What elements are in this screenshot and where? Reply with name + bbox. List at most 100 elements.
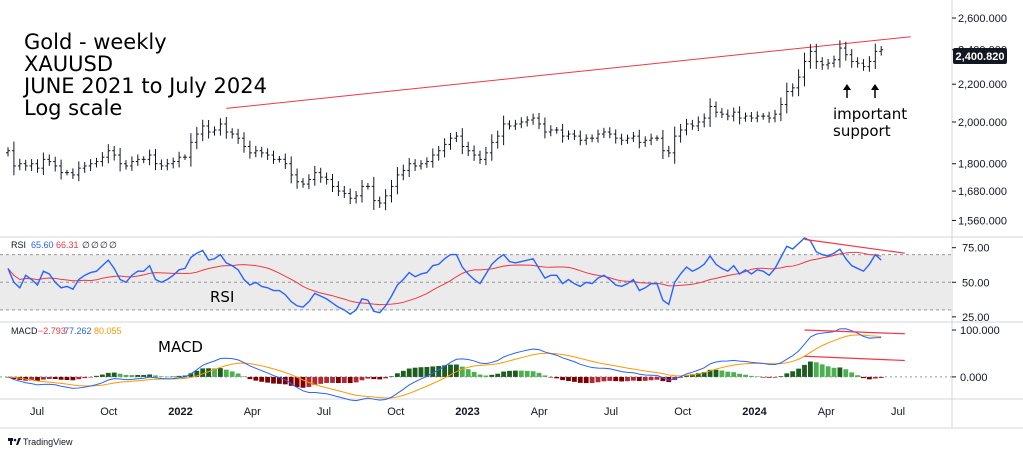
macd-histogram-bar: [560, 376, 565, 381]
ohlc-bar: [590, 134, 595, 143]
macd-histogram-bar: [223, 369, 229, 377]
ohlc-bar: [236, 128, 241, 144]
ohlc-bar: [560, 123, 565, 143]
macd-pane: 100.000 0.000: [0, 325, 1000, 402]
rsi-legend-empty-3: ∅: [100, 240, 108, 250]
macd-divergence-line-upper: [804, 329, 905, 335]
ohlc-bar: [430, 148, 435, 168]
ohlc-bar: [212, 126, 217, 136]
macd-histogram-bar: [518, 370, 524, 377]
macd-histogram-bar: [395, 373, 400, 377]
macd-histogram-bar: [41, 376, 46, 380]
macd-histogram-bar: [52, 376, 58, 379]
rsi-y-tick-label: 25.00: [962, 312, 990, 324]
ohlc-bar: [519, 117, 524, 129]
ohlc-bar: [513, 119, 518, 130]
macd-histogram-bar: [701, 372, 707, 377]
ohlc-bar: [814, 43, 819, 69]
macd-histogram-bar: [365, 376, 371, 379]
macd-histogram-bar: [194, 370, 200, 377]
x-tick-label: Jul: [891, 406, 905, 418]
ohlc-bar: [218, 118, 223, 136]
ohlc-bar: [837, 40, 842, 68]
annotation-important: important: [833, 105, 907, 123]
macd-histogram-bar: [825, 366, 831, 377]
macd-histogram-bar: [459, 366, 465, 377]
macd-histogram-bar: [94, 375, 99, 377]
macd-histogram-bar: [819, 364, 825, 377]
ohlc-bar: [365, 182, 370, 190]
ohlc-bar: [301, 178, 305, 188]
ohlc-bar: [714, 101, 718, 118]
ohlc-bar: [702, 113, 707, 128]
rsi-ma-line: [7, 251, 882, 306]
ohlc-bar: [147, 149, 152, 166]
price-y-tick-label: 1,680.000: [958, 186, 1007, 198]
macd-histogram-bar: [188, 373, 194, 377]
ohlc-bar: [306, 174, 311, 190]
macd-histogram-bar: [288, 376, 294, 386]
ohlc-bar: [324, 172, 329, 185]
macd-histogram-bar: [359, 376, 365, 381]
macd-histogram-bar: [306, 376, 312, 387]
macd-histogram-bar: [684, 375, 689, 377]
ohlc-bar: [23, 159, 28, 171]
ohlc-bar: [660, 129, 665, 160]
ohlc-bar: [206, 119, 211, 139]
macd-histogram-bar: [754, 376, 760, 378]
price-y-tick-label: 2,200.000: [958, 79, 1007, 91]
ohlc-bar: [466, 141, 471, 157]
ohlc-bar: [94, 157, 99, 168]
macd-histogram-bar: [861, 376, 866, 379]
ohlc-bar: [265, 148, 270, 160]
rsi-legend-empty-2: ∅: [91, 240, 99, 250]
ohlc-bar: [271, 150, 276, 164]
time-x-axis: Jul Oct 2022 Apr Jul Oct 2023 Apr Jul Oct 2024 Apr J…: [30, 406, 905, 418]
ohlc-bar: [861, 59, 866, 71]
x-tick-label: Oct: [387, 406, 404, 418]
rsi-divergence-line: [804, 238, 905, 254]
macd-histogram-bar: [666, 376, 672, 383]
ohlc-bar: [649, 133, 654, 146]
macd-histogram-bar: [70, 376, 76, 381]
macd-line: [7, 328, 882, 402]
macd-histogram-bar: [341, 376, 347, 383]
last-price-tag: 2,400.820: [953, 48, 1007, 64]
ohlc-bar: [855, 57, 860, 68]
macd-histogram-bar: [400, 370, 406, 377]
up-arrow-icon: [843, 84, 851, 98]
rsi-ma-legend-value: 66.31: [56, 240, 79, 250]
ohlc-bar: [820, 57, 825, 70]
trendline: [226, 36, 911, 109]
macd-histogram-bar: [64, 376, 70, 381]
macd-histogram-bar: [176, 375, 182, 377]
ohlc-bar: [472, 145, 477, 161]
macd-histogram-bar: [524, 370, 530, 377]
annotation-support: support: [833, 122, 891, 140]
ohlc-bar: [873, 43, 878, 69]
price-y-tick-label: 2,000.000: [958, 117, 1007, 129]
macd-histogram-bar: [554, 376, 560, 379]
macd-histogram-bar: [141, 374, 147, 377]
macd-legend-label: MACD: [11, 326, 38, 336]
ohlc-bar: [6, 147, 10, 157]
macd-histogram-bar: [749, 375, 754, 377]
ohlc-bar: [666, 145, 671, 158]
ohlc-bar: [554, 126, 559, 134]
macd-histogram-bar: [159, 376, 164, 377]
ohlc-bar: [849, 49, 854, 68]
macd-histogram-bar: [707, 369, 713, 377]
ohlc-bar: [389, 179, 394, 203]
ohlc-bar: [283, 153, 288, 169]
macd-histogram-bar: [318, 376, 324, 384]
macd-histogram-bar: [412, 367, 418, 377]
ohlc-bar: [247, 140, 252, 159]
macd-histogram-bar: [471, 371, 477, 377]
macd-histogram-bar: [11, 376, 17, 380]
ohlc-bar: [843, 41, 848, 61]
ohlc-bar: [725, 109, 730, 121]
price-y-axis: 2,600.0002,400.0002,200.0002,000.0001,80…: [952, 13, 1007, 227]
ohlc-bar: [808, 44, 813, 69]
ohlc-bar: [11, 141, 16, 176]
